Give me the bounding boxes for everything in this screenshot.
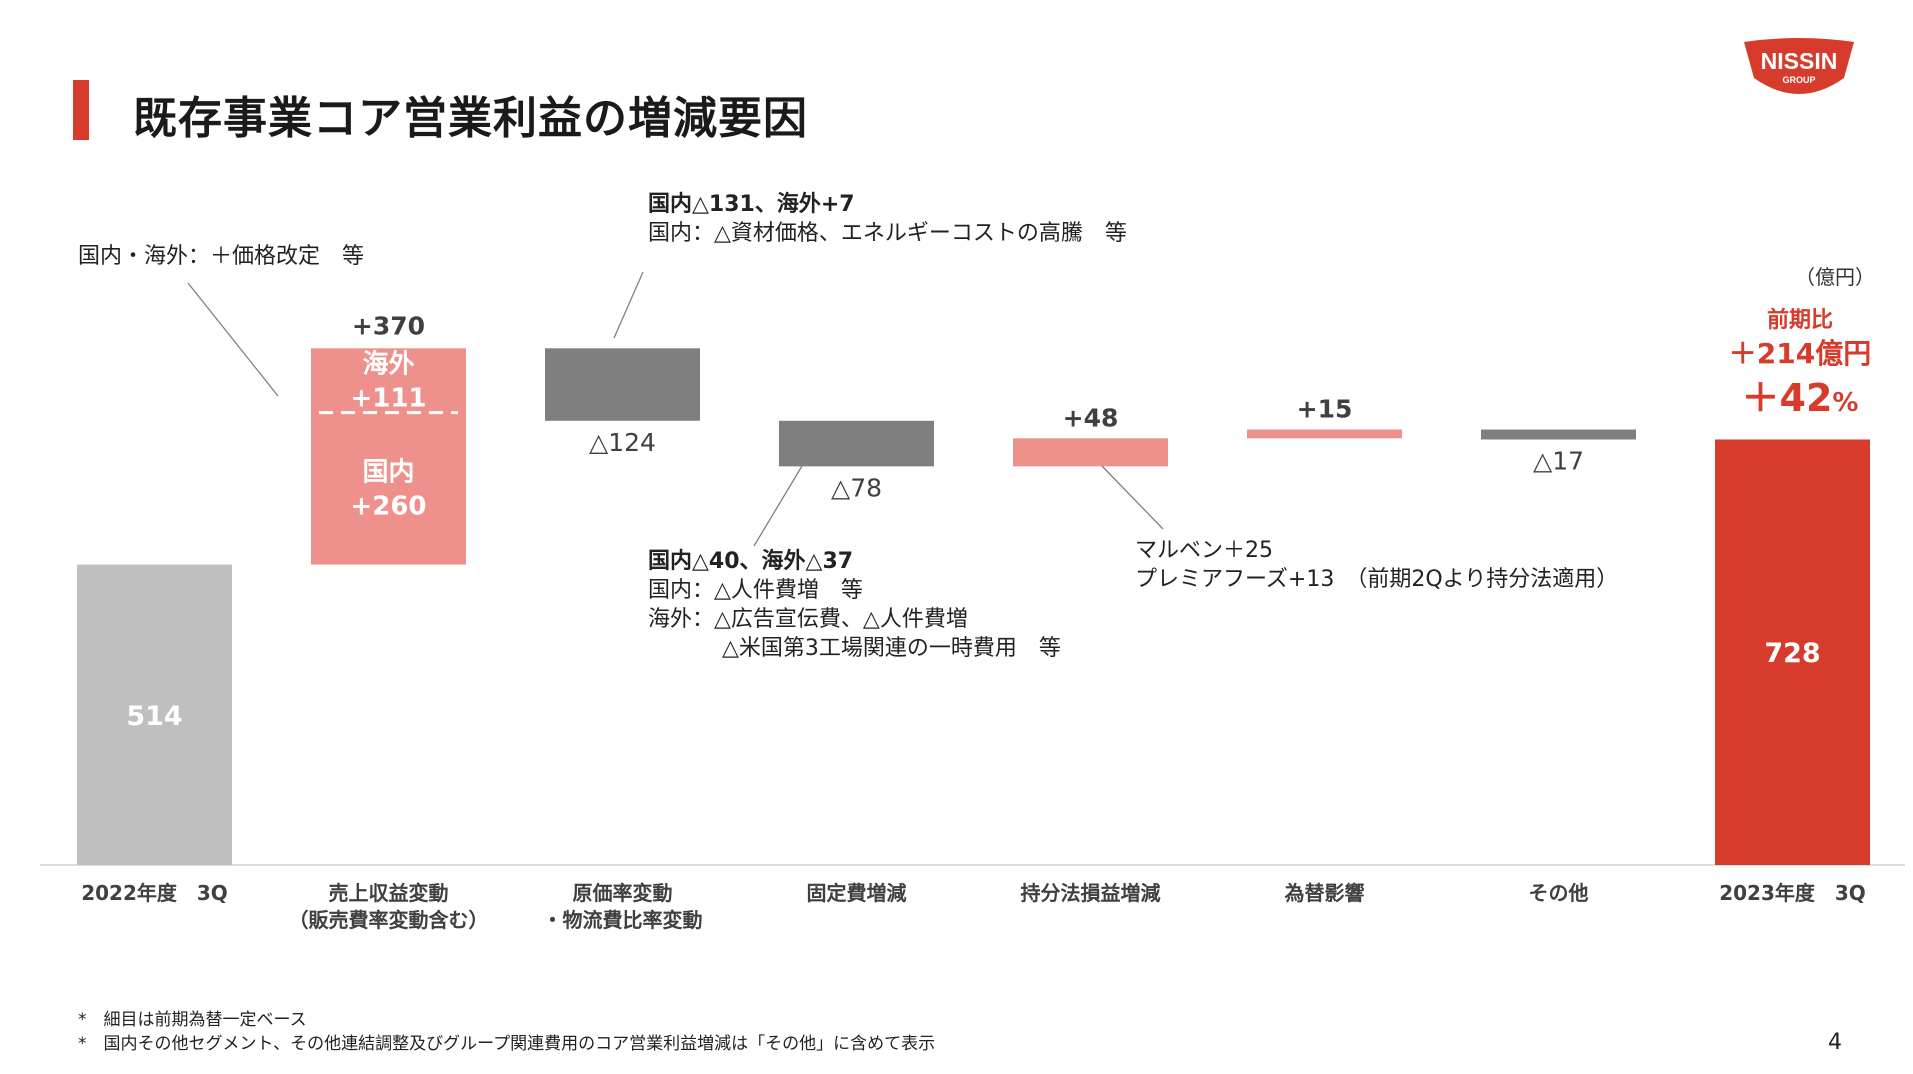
yoy-label: 前期比 (1766, 308, 1833, 333)
footnote-1: * 細目は前期為替一定ベース (78, 1010, 307, 1030)
bar-value-label-2: △124 (589, 428, 656, 457)
annotation-leader-line-1 (613, 271, 644, 339)
bar-2 (545, 348, 700, 421)
annotation-fixed-line3: △米国第3工場関連の一時費用 等 (722, 636, 1061, 661)
yoy-percent-unit: % (1832, 388, 1859, 418)
bar-value-label-1: +370 (352, 311, 425, 340)
annotation-leader-line-0 (187, 282, 279, 397)
bar-1 (311, 348, 466, 565)
segment-value-海外: +111 (350, 383, 426, 413)
segment-name-海外: 海外 (362, 349, 414, 379)
annotation-fixed-line2: 海外：△広告宣伝費、△人件費増 (648, 607, 968, 632)
bar-3 (779, 420, 934, 467)
bar-6 (1481, 429, 1636, 440)
x-tick-label-2-0: 原価率変動 (573, 881, 673, 905)
x-tick-label-0-0: 2022年度 3Q (81, 881, 228, 905)
annotation-cost-head: 国内△131、海外+7 (648, 190, 855, 219)
logo-subtext: GROUP (1782, 75, 1815, 85)
x-tick-label-3-0: 固定費増減 (807, 881, 907, 905)
yoy-amount: ＋214億円 (1728, 337, 1872, 370)
waterfall-chart: 514 2022年度 3Q 海外 +111 国内 +260 +370 売上収益変動 （販売費率変… (40, 271, 1905, 932)
annotation-equity-line2: プレミアフーズ+13 （前期2Qより持分法適用） (1135, 567, 1619, 592)
bar-7 (1715, 439, 1870, 865)
page-number: 4 (1828, 1030, 1842, 1055)
annotation-fixed-head: 国内△40、海外△37 (648, 547, 853, 576)
unit-label: （億円） (1795, 265, 1875, 289)
annotation-cost-body: 国内：△資材価格、エネルギーコストの高騰 等 (648, 221, 1127, 246)
yoy-percent-value: ＋42 (1741, 376, 1833, 420)
annotation-price: 国内・海外：＋価格改定 等 (78, 244, 365, 269)
x-tick-label-7-0: 2023年度 3Q (1719, 881, 1866, 905)
bar-value-label-7: 728 (1764, 638, 1820, 669)
x-tick-label-1-0: 売上収益変動 (329, 881, 449, 905)
x-tick-label-1-1: （販売費率変動含む） (289, 908, 489, 932)
annotation-fixed-head-text: 国内△40、海外△37 (648, 549, 854, 574)
bar-value-label-4: +48 (1063, 403, 1119, 432)
nissin-logo: NISSIN GROUP (1744, 38, 1854, 94)
x-tick-label-6-0: その他 (1529, 881, 1589, 905)
bar-0 (77, 564, 232, 865)
segment-name-国内: 国内 (362, 458, 414, 488)
annotation-leader-line-3 (1101, 465, 1164, 530)
x-tick-label-5-0: 為替影響 (1285, 881, 1365, 905)
footnote-2: * 国内その他セグメント、その他連結調整及びグループ関連費用のコア営業利益増減は… (78, 1034, 936, 1054)
bar-value-label-6: △17 (1533, 446, 1584, 475)
annotation-cost-head-text: 国内△131、海外+7 (648, 192, 855, 217)
title-accent-bar (73, 80, 89, 140)
annotation-leader-line-2 (753, 465, 803, 547)
page-title: 既存事業コア営業利益の増減要因 (133, 93, 808, 144)
annotation-fixed-line1: 国内：△人件費増 等 (648, 578, 863, 603)
x-tick-label-4-0: 持分法損益増減 (1021, 881, 1161, 905)
bar-value-label-3: △78 (831, 473, 882, 502)
yoy-percent: ＋42% (1700, 367, 1900, 422)
logo-text: NISSIN (1761, 48, 1838, 74)
x-tick-label-2-1: ・物流費比率変動 (543, 908, 703, 932)
bar-value-label-0: 514 (126, 701, 182, 732)
segment-value-国内: +260 (350, 492, 426, 522)
annotation-equity-line1: マルベン＋25 (1135, 538, 1273, 563)
bar-5 (1247, 429, 1402, 439)
bar-value-label-5: +15 (1297, 395, 1353, 424)
bar-4 (1013, 438, 1168, 467)
